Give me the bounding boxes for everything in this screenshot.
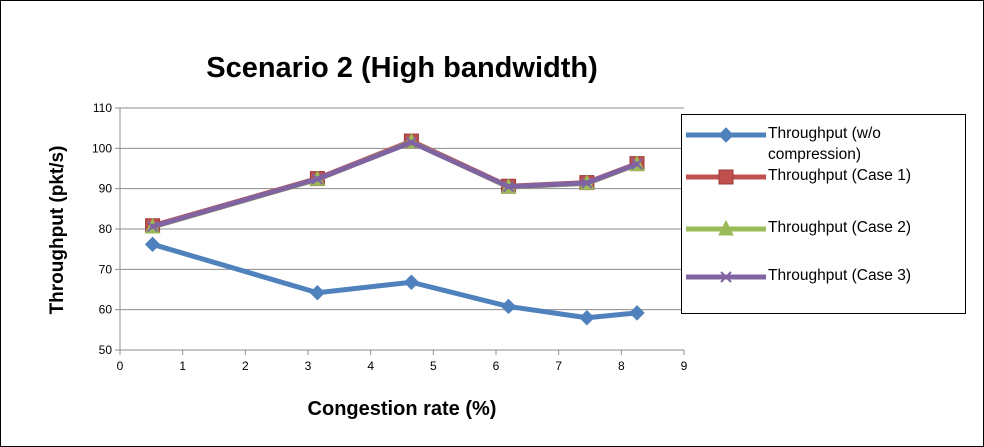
series-1-point (579, 310, 595, 326)
legend-marker (718, 127, 734, 143)
legend-label-case-2: Throughput (Case 2) (768, 219, 912, 236)
x-marker-stroke (405, 136, 418, 148)
x-marker-stroke (311, 173, 324, 185)
y-tick-label: 110 (93, 101, 112, 115)
series-1-point (403, 274, 420, 290)
legend-swatch-case-1 (686, 169, 766, 185)
legend-label-case-1: Throughput (Case 1) (768, 167, 912, 184)
chart-title: Scenario 2 (High bandwidth) (206, 52, 598, 84)
legend-item-case-2: Throughput (Case 2) (682, 217, 965, 241)
series-4-point (146, 220, 159, 233)
x-tick-label: 8 (618, 359, 625, 373)
x-tick-label: 4 (367, 359, 374, 373)
legend-marker (718, 169, 734, 185)
x-tick-label: 1 (179, 359, 186, 373)
x-tick-label: 5 (430, 359, 437, 373)
legend-marker (718, 219, 734, 236)
series-4-point (502, 180, 515, 193)
y-tick-label: 100 (92, 141, 112, 155)
y-tick-label: 90 (99, 182, 113, 196)
legend-label-case-3: Throughput (Case 3) (768, 267, 912, 284)
x-marker-stroke (146, 220, 159, 233)
legend-label-w-o-compression: Throughput (w/o compression) (768, 125, 881, 163)
x-marker-stroke (720, 271, 732, 283)
series-4 (146, 136, 643, 233)
legend-swatch-case-2 (686, 219, 766, 236)
y-tick-label: 70 (99, 262, 113, 276)
series-4-point (405, 136, 418, 148)
legend-item-case-3: Throughput (Case 3) (682, 265, 965, 289)
x-marker-stroke (581, 177, 593, 189)
series-1-point (500, 298, 517, 315)
legend-swatch-case-3 (686, 271, 766, 283)
series-4-point (311, 173, 324, 185)
legend: Throughput (w/o compression) Throughput … (681, 114, 966, 314)
legend-item-w-o-compression: Throughput (w/o compression) (682, 123, 965, 169)
series-1 (144, 236, 645, 326)
x-tick-label: 7 (555, 359, 562, 373)
series-1-point (309, 285, 326, 301)
series-4-point (581, 177, 593, 189)
series-line-1 (150, 241, 640, 321)
x-tick-label: 0 (117, 359, 124, 373)
legend-marker (720, 271, 732, 283)
x-tick-label: 3 (305, 359, 312, 373)
legend-swatch-w-o-compression (686, 127, 766, 143)
y-tick-label: 80 (99, 222, 113, 236)
x-tick-label: 9 (681, 359, 688, 373)
x-marker-stroke (502, 180, 515, 193)
series-line-4 (150, 139, 640, 230)
series-1-point (144, 236, 161, 253)
x-tick-label: 2 (242, 359, 249, 373)
y-tick-label: 60 (99, 303, 113, 317)
series-4-point (631, 158, 643, 170)
legend-item-case-1: Throughput (Case 1) (682, 165, 965, 189)
x-tick-label: 6 (493, 359, 500, 373)
y-tick-label: 50 (99, 343, 113, 357)
series-1-point (629, 305, 645, 321)
x-marker-stroke (631, 158, 643, 170)
x-axis-label: Congestion rate (%) (307, 398, 497, 420)
